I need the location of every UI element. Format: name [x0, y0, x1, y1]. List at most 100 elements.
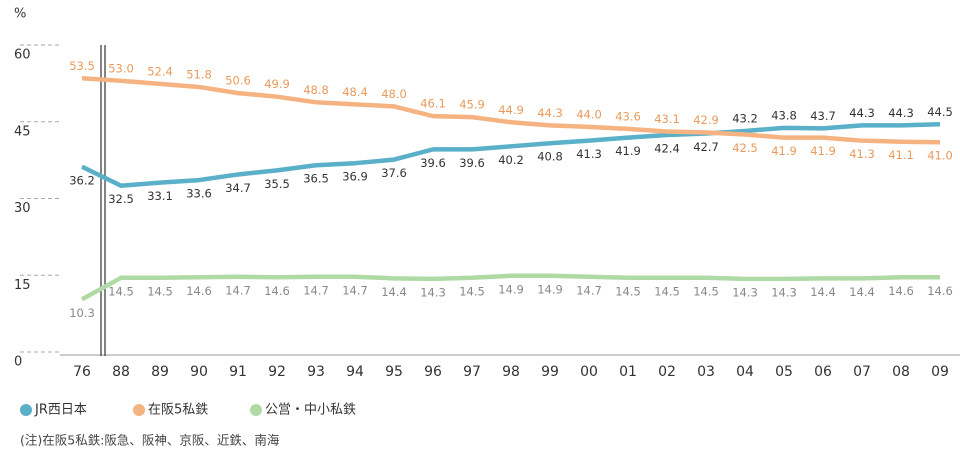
value-label: 14.7: [225, 283, 251, 297]
value-label: 14.3: [732, 285, 758, 299]
value-label: 36.2: [69, 173, 95, 187]
x-tick-label: 02: [658, 364, 676, 380]
value-label: 41.1: [888, 148, 914, 162]
legend-swatch: [20, 404, 32, 416]
value-label: 42.7: [693, 140, 719, 154]
value-label: 40.8: [537, 150, 563, 164]
x-tick-label: 07: [853, 364, 871, 380]
y-tick-label: 15: [14, 278, 31, 293]
legend-label: JR西日本: [34, 403, 87, 418]
y-tick-label: 60: [14, 48, 31, 63]
y-tick-label: 0: [14, 355, 22, 370]
x-tick-label: 92: [268, 364, 286, 380]
value-label: 42.5: [732, 141, 758, 155]
value-label: 36.9: [342, 170, 368, 184]
x-tick-label: 93: [307, 364, 325, 380]
value-label: 14.6: [186, 284, 212, 298]
x-tick-label: 91: [229, 364, 247, 380]
value-label: 14.9: [498, 282, 524, 296]
value-label: 14.9: [537, 282, 563, 296]
value-label: 44.0: [576, 107, 602, 121]
value-label: 14.7: [303, 283, 329, 297]
value-label: 14.5: [459, 284, 485, 298]
value-label: 39.6: [459, 156, 485, 170]
value-label: 14.6: [927, 284, 953, 298]
value-label: 42.9: [693, 113, 719, 127]
x-tick-label: 08: [892, 364, 910, 380]
value-label: 48.0: [381, 87, 407, 101]
x-tick-label: 04: [736, 364, 754, 380]
value-label: 36.5: [303, 172, 329, 186]
x-tick-label: 09: [931, 364, 949, 380]
value-label: 43.7: [810, 109, 836, 123]
value-label: 14.6: [264, 284, 290, 298]
legend-swatch: [133, 404, 145, 416]
value-label: 41.9: [810, 144, 836, 158]
value-label: 14.4: [849, 285, 875, 299]
legend-label: 公営・中小私鉄: [265, 403, 356, 418]
value-label: 48.8: [303, 83, 329, 97]
legend-swatch: [250, 404, 262, 416]
value-label: 52.4: [147, 64, 173, 78]
value-label: 10.3: [69, 306, 95, 320]
x-tick-label: 89: [151, 364, 169, 380]
note: (注)在阪5私鉄:阪急、阪神、京阪、近鉄、南海: [20, 433, 280, 448]
value-label: 14.5: [147, 284, 173, 298]
value-label: 14.3: [420, 285, 446, 299]
value-label: 14.3: [771, 285, 797, 299]
x-tick-label: 94: [346, 364, 364, 380]
y-tick-label: 45: [14, 124, 31, 139]
x-tick-label: 06: [814, 364, 832, 380]
line: [81, 76, 941, 145]
value-label: 45.9: [459, 98, 485, 112]
value-label: 14.6: [888, 284, 914, 298]
value-label: 37.6: [381, 166, 407, 180]
value-label: 43.8: [771, 108, 797, 122]
y-tick-label: 30: [14, 201, 31, 216]
value-label: 33.6: [186, 187, 212, 201]
value-label: 14.7: [342, 283, 368, 297]
value-label: 49.9: [264, 77, 290, 91]
value-label: 42.4: [654, 142, 680, 156]
x-tick-label: 76: [73, 364, 91, 380]
value-label: 41.3: [849, 147, 875, 161]
x-tick-label: 98: [502, 364, 520, 380]
x-tick-label: 00: [580, 364, 598, 380]
value-label: 14.5: [615, 284, 641, 298]
x-tick-label: 03: [697, 364, 715, 380]
value-label: 46.1: [420, 97, 446, 111]
value-label: 53.5: [69, 59, 95, 73]
value-label: 48.4: [342, 85, 368, 99]
value-label: 33.1: [147, 189, 173, 203]
value-label: 41.9: [615, 144, 641, 158]
value-label: 41.9: [771, 144, 797, 158]
value-label: 44.3: [537, 106, 563, 120]
y-axis-label: %: [14, 7, 26, 22]
value-label: 32.5: [108, 192, 134, 206]
value-label: 39.6: [420, 156, 446, 170]
x-tick-label: 90: [190, 364, 208, 380]
x-tick-label: 95: [385, 364, 403, 380]
value-label: 44.3: [849, 106, 875, 120]
value-label: 44.9: [498, 103, 524, 117]
value-label: 43.6: [615, 109, 641, 123]
value-label: 14.5: [654, 284, 680, 298]
x-tick-label: 97: [463, 364, 481, 380]
value-label: 50.6: [225, 74, 251, 88]
value-label: 51.8: [186, 67, 212, 81]
value-label: 14.5: [108, 284, 134, 298]
x-tick-label: 96: [424, 364, 442, 380]
value-label: 14.4: [381, 285, 407, 299]
value-label: 34.7: [225, 181, 251, 195]
value-label: 35.5: [264, 177, 290, 191]
value-label: 14.5: [693, 284, 719, 298]
line: [80, 273, 940, 302]
legend-label: 在阪5私鉄: [148, 403, 208, 418]
x-tick-label: 88: [112, 364, 130, 380]
line: [81, 122, 941, 188]
value-label: 44.3: [888, 106, 914, 120]
value-label: 41.0: [927, 149, 953, 163]
value-label: 43.2: [732, 111, 758, 125]
value-label: 14.4: [810, 285, 836, 299]
